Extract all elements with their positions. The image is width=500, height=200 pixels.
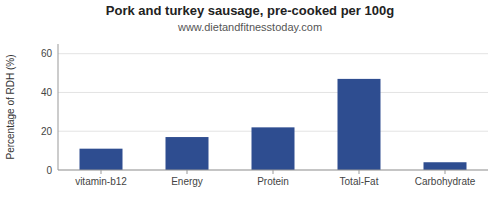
- x-tick: [445, 170, 446, 174]
- x-tick-label: Total-Fat: [340, 176, 379, 187]
- grid-line: [58, 53, 488, 54]
- y-axis-line: [58, 44, 59, 170]
- x-tick: [273, 170, 274, 174]
- x-tick: [101, 170, 102, 174]
- x-tick-label: Energy: [171, 176, 203, 187]
- x-tick: [187, 170, 188, 174]
- x-tick: [359, 170, 360, 174]
- chart-svg: Pork and turkey sausage, pre-cooked per …: [0, 0, 500, 200]
- bar: [338, 79, 381, 170]
- bar: [80, 149, 123, 170]
- title: Pork and turkey sausage, pre-cooked per …: [106, 3, 394, 18]
- y-tick-label: 0: [46, 165, 52, 176]
- y-tick-label: 40: [41, 87, 53, 98]
- grid-line: [58, 92, 488, 93]
- x-tick-label: Carbohydrate: [415, 176, 476, 187]
- bars: [80, 79, 467, 170]
- y-tick-label: 20: [41, 126, 53, 137]
- x-tick-label: Protein: [257, 176, 289, 187]
- bar: [252, 127, 295, 170]
- y-axis-label: Percentage of RDH (%): [5, 54, 16, 159]
- bar: [424, 162, 467, 170]
- y-grid: [58, 54, 488, 170]
- subtitle: www.dietandfitnesstoday.com: [177, 21, 322, 33]
- chart-container: Pork and turkey sausage, pre-cooked per …: [0, 0, 500, 200]
- y-tick-label: 60: [41, 48, 53, 59]
- x-tick-label: vitamin-b12: [75, 176, 127, 187]
- bar: [166, 137, 209, 170]
